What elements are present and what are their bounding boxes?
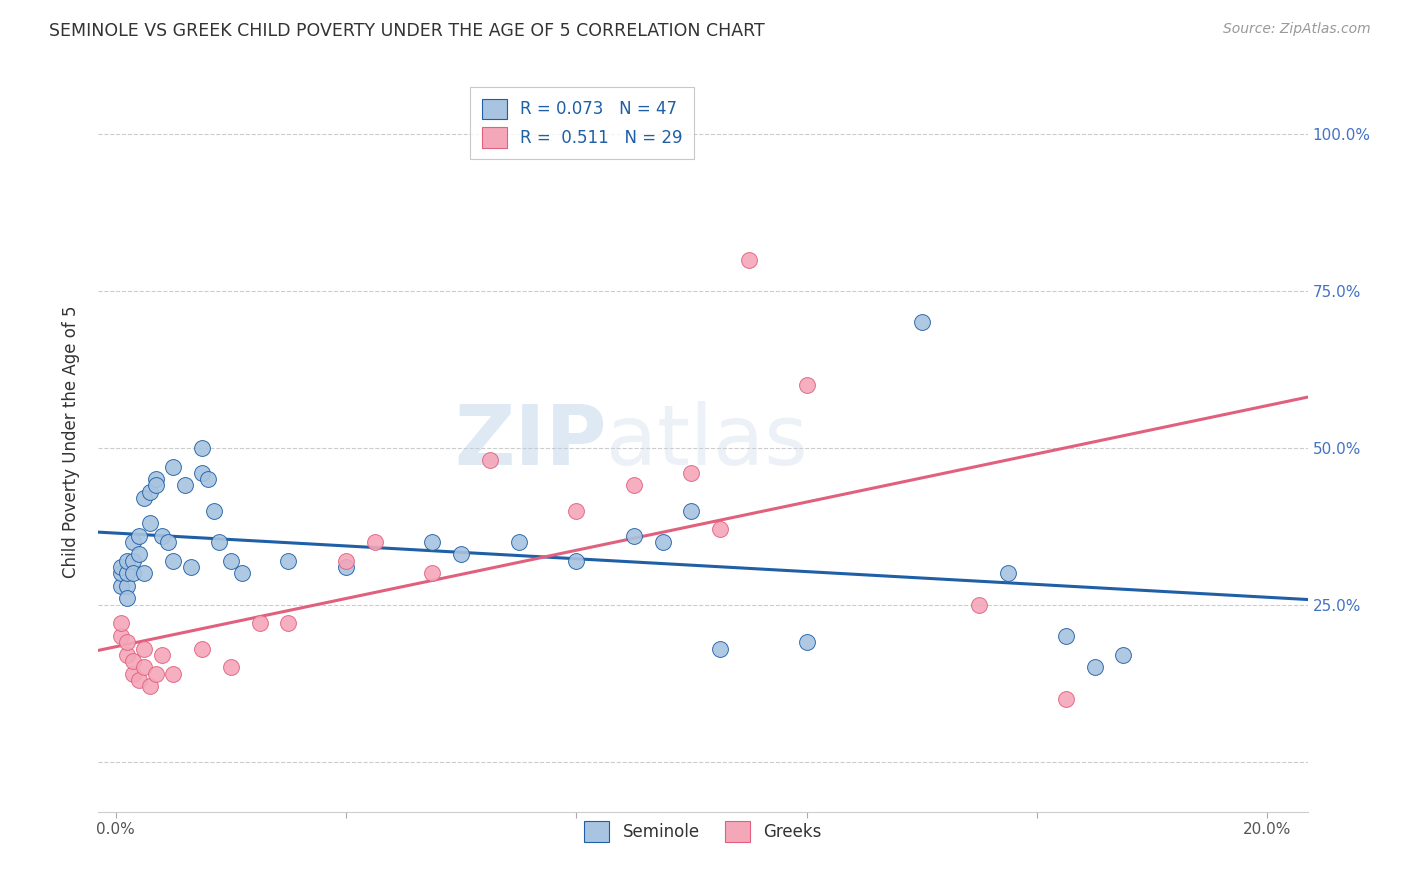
Point	[115, 591, 138, 606]
Point	[565, 554, 588, 568]
Point	[145, 478, 167, 492]
Point	[796, 635, 818, 649]
Point	[997, 566, 1019, 581]
Point	[145, 472, 167, 486]
Point	[115, 635, 138, 649]
Point	[162, 666, 184, 681]
Legend: Seminole, Greeks: Seminole, Greeks	[575, 811, 831, 852]
Point	[623, 478, 645, 492]
Point	[422, 535, 444, 549]
Point	[110, 579, 132, 593]
Point	[651, 535, 673, 549]
Point	[122, 566, 145, 581]
Point	[450, 548, 472, 562]
Point	[145, 666, 167, 681]
Point	[134, 641, 156, 656]
Point	[110, 566, 132, 581]
Point	[508, 535, 530, 549]
Point	[134, 566, 156, 581]
Point	[623, 529, 645, 543]
Text: Source: ZipAtlas.com: Source: ZipAtlas.com	[1223, 22, 1371, 37]
Point	[115, 566, 138, 581]
Point	[1054, 691, 1077, 706]
Point	[139, 679, 162, 693]
Point	[1112, 648, 1135, 662]
Point	[115, 648, 138, 662]
Point	[709, 522, 731, 536]
Point	[219, 660, 242, 674]
Point	[115, 554, 138, 568]
Point	[139, 484, 162, 499]
Point	[156, 535, 179, 549]
Point	[335, 560, 357, 574]
Point	[364, 535, 387, 549]
Text: ZIP: ZIP	[454, 401, 606, 482]
Point	[202, 503, 225, 517]
Point	[249, 616, 271, 631]
Point	[277, 554, 299, 568]
Point	[738, 252, 761, 267]
Point	[128, 529, 150, 543]
Point	[277, 616, 299, 631]
Point	[122, 535, 145, 549]
Point	[911, 315, 934, 329]
Point	[1083, 660, 1105, 674]
Point	[219, 554, 242, 568]
Point	[122, 554, 145, 568]
Point	[115, 579, 138, 593]
Point	[422, 566, 444, 581]
Point	[134, 660, 156, 674]
Point	[150, 529, 173, 543]
Point	[110, 616, 132, 631]
Point	[565, 503, 588, 517]
Point	[128, 673, 150, 687]
Point	[139, 516, 162, 530]
Point	[122, 654, 145, 668]
Point	[681, 503, 703, 517]
Point	[231, 566, 253, 581]
Point	[197, 472, 219, 486]
Point	[709, 641, 731, 656]
Point	[180, 560, 202, 574]
Y-axis label: Child Poverty Under the Age of 5: Child Poverty Under the Age of 5	[62, 305, 80, 578]
Point	[162, 554, 184, 568]
Point	[191, 466, 214, 480]
Point	[110, 560, 132, 574]
Point	[796, 378, 818, 392]
Text: SEMINOLE VS GREEK CHILD POVERTY UNDER THE AGE OF 5 CORRELATION CHART: SEMINOLE VS GREEK CHILD POVERTY UNDER TH…	[49, 22, 765, 40]
Point	[122, 666, 145, 681]
Point	[150, 648, 173, 662]
Point	[162, 459, 184, 474]
Text: atlas: atlas	[606, 401, 808, 482]
Point	[208, 535, 231, 549]
Point	[969, 598, 991, 612]
Point	[134, 491, 156, 505]
Point	[191, 641, 214, 656]
Point	[335, 554, 357, 568]
Point	[173, 478, 195, 492]
Point	[681, 466, 703, 480]
Point	[1054, 629, 1077, 643]
Point	[191, 441, 214, 455]
Point	[110, 629, 132, 643]
Point	[128, 548, 150, 562]
Point	[478, 453, 501, 467]
